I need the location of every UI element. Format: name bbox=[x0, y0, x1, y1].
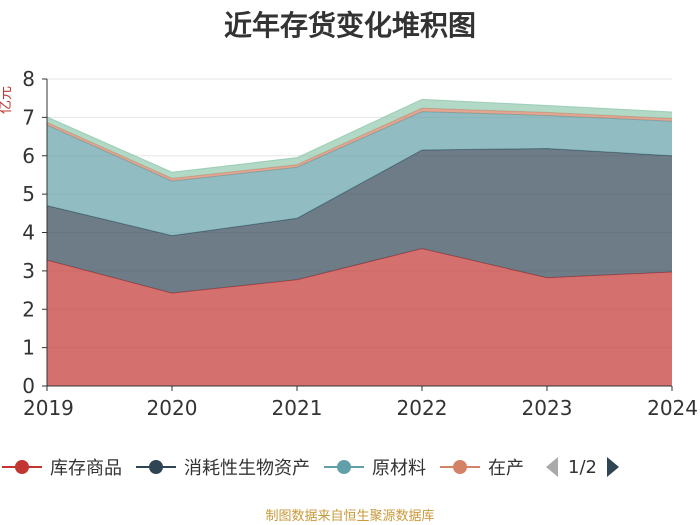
legend-marker-3 bbox=[440, 460, 480, 474]
y-tick-label-2: 2 bbox=[22, 297, 35, 321]
legend-marker-2 bbox=[324, 460, 364, 474]
area-series-2[interactable] bbox=[47, 111, 672, 236]
area-series-0[interactable] bbox=[47, 248, 672, 386]
x-tick-label-4: 2023 bbox=[522, 396, 573, 420]
legend: 库存商品 消耗性生物资产 原材料 在产 1/2 bbox=[0, 450, 700, 484]
pager-indicator: 1/2 bbox=[568, 456, 597, 478]
data-source-note: 制图数据来自恒生聚源数据库 bbox=[265, 509, 435, 524]
legend-label-1: 消耗性生物资产 bbox=[184, 458, 310, 479]
y-tick-label-0: 0 bbox=[22, 374, 35, 398]
area-series-1[interactable] bbox=[47, 148, 672, 294]
legend-marker-1 bbox=[136, 460, 176, 474]
legend-label-3: 在产 bbox=[488, 458, 524, 479]
y-tick-label-1: 1 bbox=[22, 336, 35, 360]
legend-item-1[interactable]: 消耗性生物资产 bbox=[136, 454, 310, 480]
x-tick-label-0: 2019 bbox=[23, 396, 74, 420]
legend-marker-0 bbox=[2, 460, 42, 474]
x-tick-label-1: 2020 bbox=[147, 396, 198, 420]
legend-label-2: 原材料 bbox=[372, 458, 426, 479]
legend-pager: 1/2 bbox=[544, 455, 621, 479]
x-tick-label-3: 2022 bbox=[397, 396, 448, 420]
y-tick-label-7: 7 bbox=[22, 105, 35, 129]
legend-label-0: 库存商品 bbox=[50, 458, 122, 479]
pager-next-icon[interactable] bbox=[605, 455, 621, 479]
legend-item-0[interactable]: 库存商品 bbox=[2, 454, 122, 480]
pager-prev-icon[interactable] bbox=[544, 455, 560, 479]
y-axis-label: 亿元 bbox=[0, 86, 14, 114]
legend-item-3[interactable]: 在产 bbox=[440, 454, 524, 480]
chart-title: 近年存货变化堆积图 bbox=[223, 9, 476, 42]
y-tick-label-5: 5 bbox=[22, 182, 35, 206]
y-tick-label-4: 4 bbox=[22, 221, 35, 245]
y-tick-label-8: 8 bbox=[22, 67, 35, 91]
x-tick-label-2: 2021 bbox=[272, 396, 323, 420]
line-series-4 bbox=[46, 98, 673, 173]
y-tick-label-6: 6 bbox=[22, 144, 35, 168]
x-tick-label-5: 2024 bbox=[647, 396, 698, 420]
y-tick-label-3: 3 bbox=[22, 259, 35, 283]
legend-item-2[interactable]: 原材料 bbox=[324, 454, 426, 480]
